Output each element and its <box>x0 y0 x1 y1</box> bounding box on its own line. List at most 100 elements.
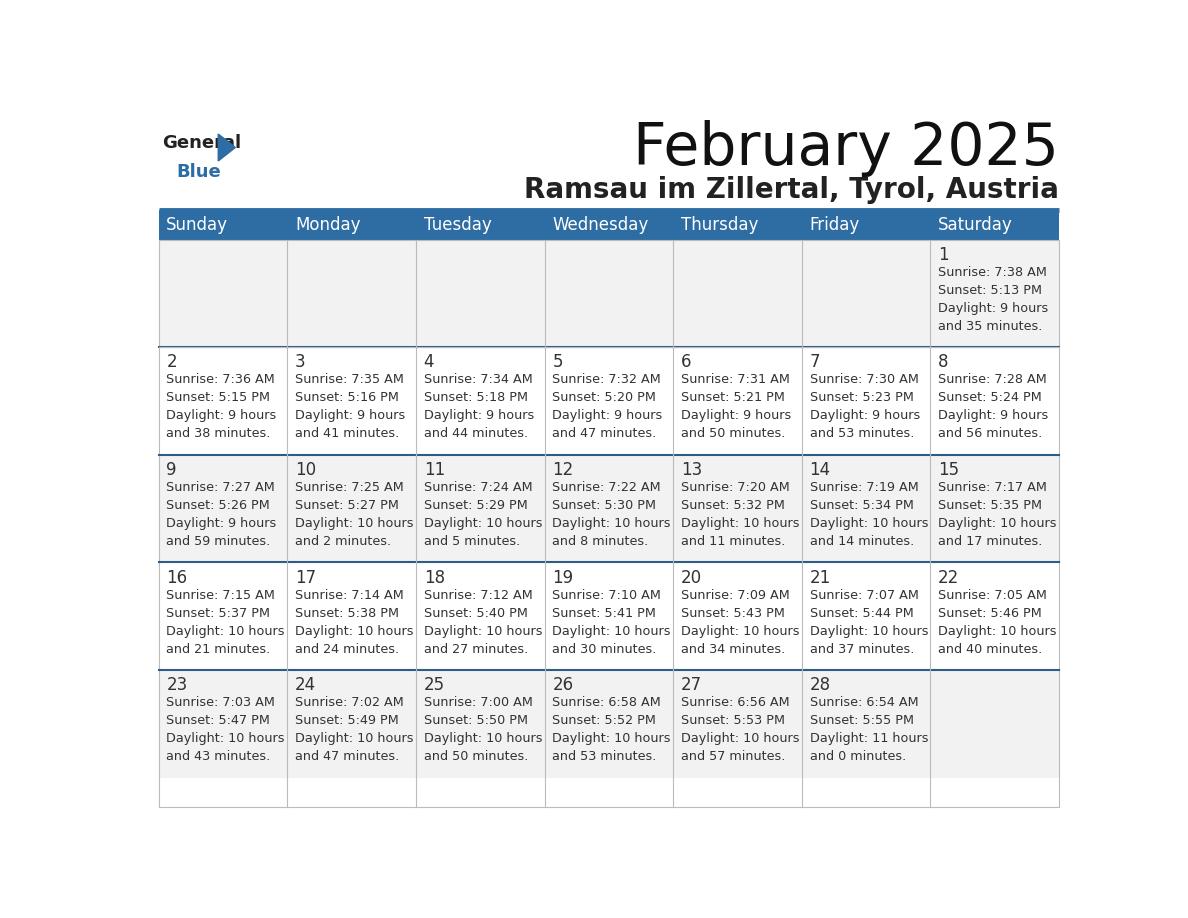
Text: 28: 28 <box>809 677 830 694</box>
Text: Sunset: 5:52 PM: Sunset: 5:52 PM <box>552 714 656 727</box>
Text: 4: 4 <box>424 353 434 371</box>
Text: 1: 1 <box>939 246 949 263</box>
Text: 5: 5 <box>552 353 563 371</box>
Text: Sunset: 5:21 PM: Sunset: 5:21 PM <box>681 391 785 404</box>
Text: 25: 25 <box>424 677 444 694</box>
Text: Sunrise: 6:58 AM: Sunrise: 6:58 AM <box>552 696 661 710</box>
Text: Sunset: 5:30 PM: Sunset: 5:30 PM <box>552 499 656 512</box>
Text: Daylight: 10 hours: Daylight: 10 hours <box>681 733 800 745</box>
Text: Sunrise: 7:30 AM: Sunrise: 7:30 AM <box>809 374 918 386</box>
Text: Sunrise: 7:12 AM: Sunrise: 7:12 AM <box>424 588 532 601</box>
Text: and 38 minutes.: and 38 minutes. <box>166 428 271 441</box>
Bar <box>158 670 1060 778</box>
Text: Daylight: 9 hours: Daylight: 9 hours <box>166 409 277 422</box>
Text: Daylight: 10 hours: Daylight: 10 hours <box>295 625 413 638</box>
Text: Sunset: 5:18 PM: Sunset: 5:18 PM <box>424 391 527 404</box>
Text: Sunset: 5:44 PM: Sunset: 5:44 PM <box>809 607 914 620</box>
Text: and 53 minutes.: and 53 minutes. <box>552 750 657 764</box>
Text: Sunrise: 7:03 AM: Sunrise: 7:03 AM <box>166 696 276 710</box>
Text: Sunrise: 7:25 AM: Sunrise: 7:25 AM <box>295 481 404 494</box>
Text: 26: 26 <box>552 677 574 694</box>
Text: and 50 minutes.: and 50 minutes. <box>424 750 527 764</box>
Text: and 35 minutes.: and 35 minutes. <box>939 319 1043 333</box>
Text: Sunset: 5:20 PM: Sunset: 5:20 PM <box>552 391 656 404</box>
Text: and 24 minutes.: and 24 minutes. <box>295 643 399 655</box>
Text: Sunset: 5:47 PM: Sunset: 5:47 PM <box>166 714 270 727</box>
Text: Blue: Blue <box>176 163 221 181</box>
Polygon shape <box>219 134 235 161</box>
Text: and 21 minutes.: and 21 minutes. <box>166 643 271 655</box>
Text: Daylight: 10 hours: Daylight: 10 hours <box>552 733 671 745</box>
Text: Sunset: 5:26 PM: Sunset: 5:26 PM <box>166 499 270 512</box>
Text: and 14 minutes.: and 14 minutes. <box>809 535 914 548</box>
Text: Sunset: 5:16 PM: Sunset: 5:16 PM <box>295 391 399 404</box>
Text: 10: 10 <box>295 461 316 479</box>
Text: and 50 minutes.: and 50 minutes. <box>681 428 785 441</box>
Text: Daylight: 9 hours: Daylight: 9 hours <box>166 517 277 530</box>
Text: and 37 minutes.: and 37 minutes. <box>809 643 914 655</box>
Text: Sunrise: 7:02 AM: Sunrise: 7:02 AM <box>295 696 404 710</box>
Text: 18: 18 <box>424 568 444 587</box>
Text: and 47 minutes.: and 47 minutes. <box>552 428 657 441</box>
Text: General: General <box>163 134 241 152</box>
Text: Sunset: 5:49 PM: Sunset: 5:49 PM <box>295 714 399 727</box>
Text: Thursday: Thursday <box>681 216 758 234</box>
Text: 22: 22 <box>939 568 960 587</box>
Text: Sunrise: 6:54 AM: Sunrise: 6:54 AM <box>809 696 918 710</box>
Text: Sunset: 5:24 PM: Sunset: 5:24 PM <box>939 391 1042 404</box>
Text: Sunrise: 7:20 AM: Sunrise: 7:20 AM <box>681 481 790 494</box>
Text: Sunset: 5:32 PM: Sunset: 5:32 PM <box>681 499 785 512</box>
Text: Daylight: 10 hours: Daylight: 10 hours <box>424 517 542 530</box>
Text: 24: 24 <box>295 677 316 694</box>
Text: Ramsau im Zillertal, Tyrol, Austria: Ramsau im Zillertal, Tyrol, Austria <box>524 175 1060 204</box>
Text: Sunrise: 7:34 AM: Sunrise: 7:34 AM <box>424 374 532 386</box>
Text: 3: 3 <box>295 353 305 371</box>
Bar <box>158 347 1060 454</box>
Text: 19: 19 <box>552 568 574 587</box>
Text: and 17 minutes.: and 17 minutes. <box>939 535 1043 548</box>
Text: Daylight: 9 hours: Daylight: 9 hours <box>939 409 1049 422</box>
Text: Sunset: 5:29 PM: Sunset: 5:29 PM <box>424 499 527 512</box>
Text: 21: 21 <box>809 568 830 587</box>
Text: and 47 minutes.: and 47 minutes. <box>295 750 399 764</box>
Text: Daylight: 9 hours: Daylight: 9 hours <box>295 409 405 422</box>
Text: Daylight: 10 hours: Daylight: 10 hours <box>424 625 542 638</box>
Text: Daylight: 10 hours: Daylight: 10 hours <box>681 625 800 638</box>
Text: 2: 2 <box>166 353 177 371</box>
Text: and 0 minutes.: and 0 minutes. <box>809 750 905 764</box>
Text: 14: 14 <box>809 461 830 479</box>
Text: Daylight: 10 hours: Daylight: 10 hours <box>166 733 285 745</box>
Text: February 2025: February 2025 <box>633 120 1060 177</box>
Text: Sunrise: 7:17 AM: Sunrise: 7:17 AM <box>939 481 1047 494</box>
Text: Sunrise: 7:36 AM: Sunrise: 7:36 AM <box>166 374 276 386</box>
Text: and 56 minutes.: and 56 minutes. <box>939 428 1043 441</box>
Text: Sunset: 5:50 PM: Sunset: 5:50 PM <box>424 714 527 727</box>
Text: 16: 16 <box>166 568 188 587</box>
Text: 9: 9 <box>166 461 177 479</box>
Bar <box>158 563 1060 670</box>
Text: 11: 11 <box>424 461 444 479</box>
Text: Daylight: 11 hours: Daylight: 11 hours <box>809 733 928 745</box>
Text: Sunset: 5:40 PM: Sunset: 5:40 PM <box>424 607 527 620</box>
Text: Sunset: 5:15 PM: Sunset: 5:15 PM <box>166 391 271 404</box>
Bar <box>158 454 1060 563</box>
Text: Daylight: 9 hours: Daylight: 9 hours <box>552 409 663 422</box>
Text: Sunrise: 7:19 AM: Sunrise: 7:19 AM <box>809 481 918 494</box>
Text: Daylight: 10 hours: Daylight: 10 hours <box>295 733 413 745</box>
Text: Daylight: 10 hours: Daylight: 10 hours <box>809 625 928 638</box>
Text: 15: 15 <box>939 461 960 479</box>
Text: Wednesday: Wednesday <box>552 216 649 234</box>
Text: Daylight: 10 hours: Daylight: 10 hours <box>552 517 671 530</box>
Text: Sunset: 5:34 PM: Sunset: 5:34 PM <box>809 499 914 512</box>
Text: Daylight: 10 hours: Daylight: 10 hours <box>681 517 800 530</box>
Text: and 27 minutes.: and 27 minutes. <box>424 643 527 655</box>
Text: Sunrise: 7:38 AM: Sunrise: 7:38 AM <box>939 265 1047 278</box>
Text: Sunset: 5:55 PM: Sunset: 5:55 PM <box>809 714 914 727</box>
Text: Sunrise: 7:15 AM: Sunrise: 7:15 AM <box>166 588 276 601</box>
Text: Sunrise: 7:14 AM: Sunrise: 7:14 AM <box>295 588 404 601</box>
Text: and 53 minutes.: and 53 minutes. <box>809 428 914 441</box>
Text: Sunrise: 7:28 AM: Sunrise: 7:28 AM <box>939 374 1047 386</box>
Text: and 2 minutes.: and 2 minutes. <box>295 535 391 548</box>
Text: and 34 minutes.: and 34 minutes. <box>681 643 785 655</box>
Text: Sunset: 5:35 PM: Sunset: 5:35 PM <box>939 499 1042 512</box>
